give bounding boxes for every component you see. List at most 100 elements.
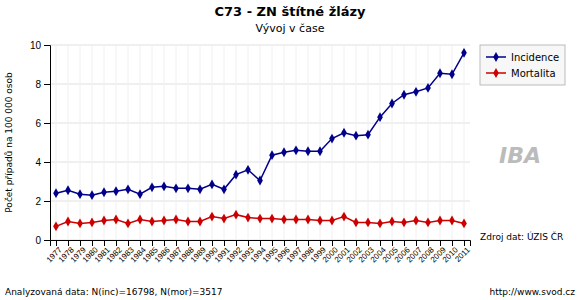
x-axis: 1977197819791980198119821983198419851986… (45, 240, 472, 264)
series-marker (281, 147, 287, 157)
x-grid-line (68, 45, 69, 240)
x-grid-line (404, 45, 405, 240)
series-marker (149, 217, 155, 227)
series-marker (341, 128, 347, 138)
y-axis-title: Počet případů na 100 000 osob (4, 72, 14, 213)
series-marker (377, 112, 383, 122)
series-marker (269, 150, 275, 160)
y-tick-label: 2 (35, 196, 41, 207)
series-marker (89, 218, 95, 228)
series-marker (221, 184, 227, 194)
y-tick-label: 4 (35, 157, 41, 168)
series-marker (197, 184, 203, 194)
legend: Incidence Mortalita (480, 45, 565, 85)
y-tick: 4 (35, 157, 50, 168)
series-marker (413, 216, 419, 226)
x-grid-line (200, 45, 201, 240)
subtitle: Vývoj v čase (256, 22, 325, 35)
series-marker (65, 185, 71, 195)
legend-swatch-marker (493, 68, 499, 78)
series-marker (437, 216, 443, 226)
series-marker (101, 216, 107, 226)
x-grid-line (380, 45, 381, 240)
series-marker (305, 146, 311, 156)
x-grid-line (212, 45, 213, 240)
x-grid-line (164, 45, 165, 240)
x-grid-line (344, 45, 345, 240)
series-marker (137, 215, 143, 225)
series (53, 48, 467, 200)
series-marker (341, 212, 347, 222)
x-tick-label: 2011 (453, 245, 472, 264)
chart: C73 - ZN štítné žlázy Vývoj v čase 0 2 4 6 8 10… (0, 0, 580, 300)
series-marker (221, 214, 227, 224)
y-tick: 0 (35, 235, 50, 246)
series-marker (125, 219, 131, 229)
x-grid-line (320, 45, 321, 240)
y-tick-mark (44, 45, 50, 46)
y-axis-line (44, 46, 51, 241)
x-grid-line (464, 45, 465, 240)
y-tick-label: 8 (35, 79, 41, 90)
series-marker (233, 170, 239, 180)
y-tick: 2 (35, 196, 50, 207)
x-tick: 2011 (453, 240, 472, 264)
series-marker (233, 210, 239, 220)
series-marker (77, 189, 83, 199)
series-marker (461, 219, 467, 229)
series-marker (377, 219, 383, 229)
x-grid-line (224, 45, 225, 240)
series-marker (413, 87, 419, 97)
y-tick: 6 (35, 118, 50, 129)
series-group (53, 48, 467, 231)
legend-swatch-marker (493, 52, 499, 62)
series-marker (77, 219, 83, 229)
x-grid-line (272, 45, 273, 240)
series-marker (281, 215, 287, 225)
x-grid-line (284, 45, 285, 240)
series-marker (197, 217, 203, 227)
series-marker (317, 146, 323, 156)
x-grid-line (260, 45, 261, 240)
x-grid-line (428, 45, 429, 240)
series-marker (401, 90, 407, 100)
series-marker (125, 184, 131, 194)
series-marker (293, 145, 299, 155)
series-marker (185, 217, 191, 227)
x-grid-line (248, 45, 249, 240)
series-marker (461, 48, 467, 58)
y-tick-label: 6 (35, 118, 41, 129)
y-tick-mark (44, 162, 50, 163)
x-grid-line (308, 45, 309, 240)
source-label: Zdroj dat: ÚZIS ČR (480, 231, 563, 242)
x-grid-line (104, 45, 105, 240)
series-marker (389, 217, 395, 227)
x-grid-line (188, 45, 189, 240)
y-tick: 8 (35, 79, 50, 90)
x-grid-line (92, 45, 93, 240)
x-grid-line (368, 45, 369, 240)
series-marker (161, 216, 167, 226)
x-grid-line (152, 45, 153, 240)
x-grid-line (296, 45, 297, 240)
series-marker (449, 69, 455, 79)
y-tick: 10 (30, 40, 50, 51)
series-marker (269, 214, 275, 224)
legend-label: Incidence (511, 52, 559, 63)
bottom-right-note: http://www.svod.cz (490, 287, 576, 297)
series-marker (245, 213, 251, 223)
series-marker (113, 215, 119, 225)
series-marker (365, 130, 371, 140)
x-grid-line (176, 45, 177, 240)
x-grid-line (80, 45, 81, 240)
series-marker (401, 218, 407, 228)
y-tick-label: 10 (30, 40, 42, 51)
x-grid-line (116, 45, 117, 240)
y-tick-mark (44, 240, 50, 241)
title: C73 - ZN štítné žlázy (215, 4, 366, 19)
series-marker (257, 176, 263, 186)
series-marker (89, 190, 95, 200)
series-marker (113, 186, 119, 196)
series-marker (305, 215, 311, 225)
legend-label: Mortalita (511, 68, 556, 79)
